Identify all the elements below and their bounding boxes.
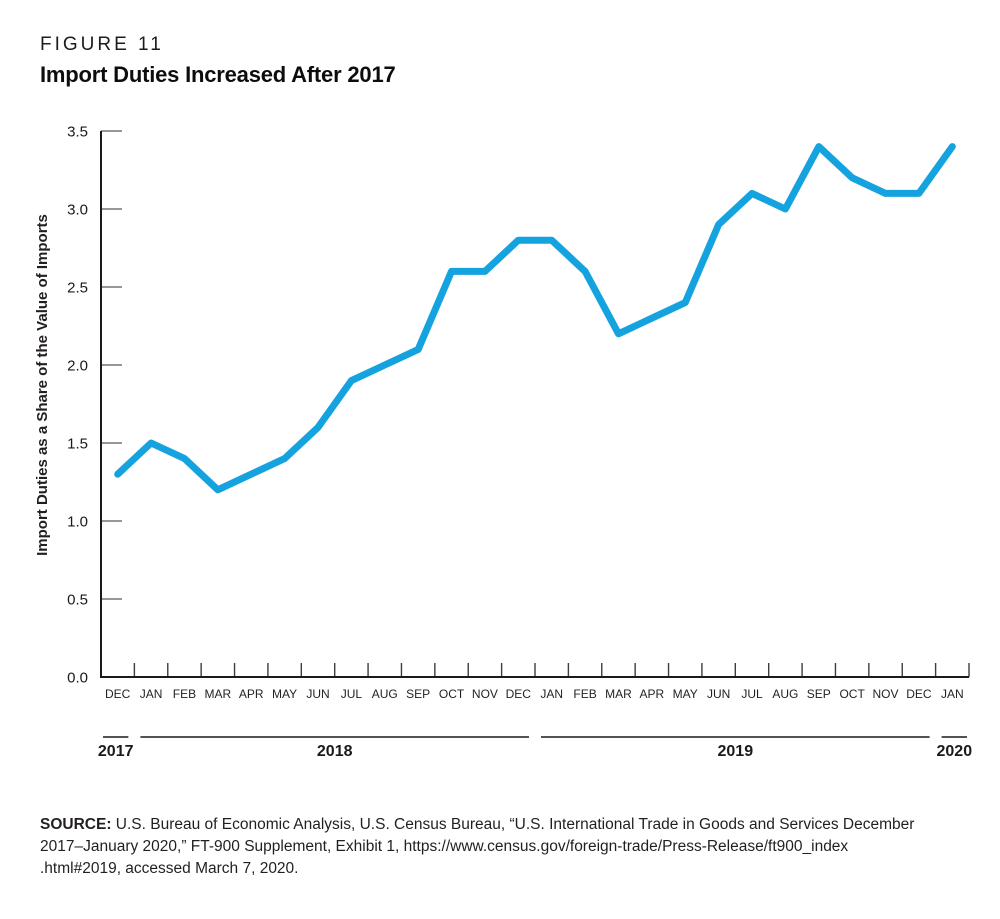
source-line-3: .html#2019, accessed March 7, 2020. bbox=[40, 860, 299, 877]
y-tick-label: 3.5 bbox=[67, 124, 88, 141]
source-line-1: SOURCE: U.S. Bureau of Economic Analysis… bbox=[40, 814, 965, 836]
x-month-label: DEC bbox=[906, 687, 932, 701]
x-month-label: FEB bbox=[173, 687, 196, 701]
year-label: 2017 bbox=[98, 743, 134, 760]
import-duties-line-chart: 0.0 0.5 1.0 1.5 2.0 2.5 3.0 3.5 DEC JAN FEB MAR APR M… bbox=[34, 124, 973, 761]
year-label: 2020 bbox=[937, 743, 973, 760]
x-month-label: DEC bbox=[105, 687, 131, 701]
x-month-label: JUL bbox=[341, 687, 363, 701]
y-tick-label: 0.0 bbox=[67, 670, 88, 687]
y-tick-label: 1.5 bbox=[67, 436, 88, 453]
chart-title: Import Duties Increased After 2017 bbox=[40, 62, 396, 87]
x-month-label: JAN bbox=[140, 687, 163, 701]
y-tick-label: 2.5 bbox=[67, 280, 88, 297]
source-line-2: 2017–January 2020,” FT-900 Supplement, E… bbox=[40, 838, 849, 855]
x-month-label: NOV bbox=[873, 687, 899, 701]
x-month-label: APR bbox=[239, 687, 264, 701]
x-month-label: JUN bbox=[707, 687, 730, 701]
x-month-label: APR bbox=[640, 687, 665, 701]
y-tick-label: 3.0 bbox=[67, 202, 88, 219]
x-month-label: JAN bbox=[540, 687, 563, 701]
source-label: SOURCE: bbox=[40, 816, 112, 833]
x-month-label: AUG bbox=[372, 687, 398, 701]
x-month-label: MAY bbox=[673, 687, 698, 701]
source-line-1-text: U.S. Bureau of Economic Analysis, U.S. C… bbox=[115, 816, 915, 833]
x-month-label: OCT bbox=[839, 687, 865, 701]
x-month-label: MAR bbox=[205, 687, 232, 701]
x-month-label: DEC bbox=[506, 687, 532, 701]
year-label: 2019 bbox=[718, 743, 754, 760]
x-month-label: JUL bbox=[741, 687, 763, 701]
x-month-label: SEP bbox=[406, 687, 430, 701]
y-tick-label: 0.5 bbox=[67, 592, 88, 609]
data-line bbox=[114, 143, 956, 494]
y-tick-label: 2.0 bbox=[67, 358, 88, 375]
x-month-label: JUN bbox=[306, 687, 329, 701]
source-note: SOURCE: U.S. Bureau of Economic Analysis… bbox=[40, 814, 965, 880]
figure-number-label: FIGURE 11 bbox=[40, 34, 164, 55]
x-month-label: OCT bbox=[439, 687, 465, 701]
x-month-label: AUG bbox=[772, 687, 798, 701]
x-month-label: MAY bbox=[272, 687, 297, 701]
x-month-label: MAR bbox=[605, 687, 632, 701]
x-month-label: FEB bbox=[573, 687, 596, 701]
year-label: 2018 bbox=[317, 743, 353, 760]
x-month-label: NOV bbox=[472, 687, 498, 701]
x-month-label: JAN bbox=[941, 687, 964, 701]
x-month-label: SEP bbox=[807, 687, 831, 701]
y-axis-title: Import Duties as a Share of the Value of… bbox=[34, 214, 51, 556]
y-tick-label: 1.0 bbox=[67, 514, 88, 531]
